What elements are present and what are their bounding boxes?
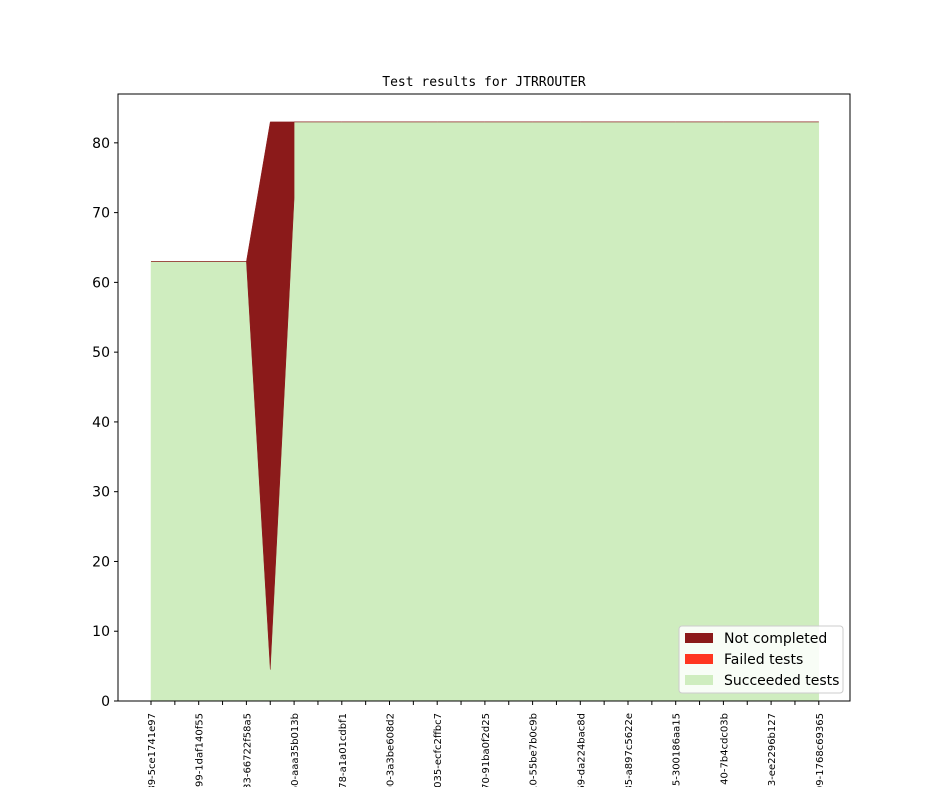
legend-label: Failed tests xyxy=(724,652,803,668)
legend-swatch xyxy=(685,654,713,664)
x-tick-label: 40-7b4cdc03b xyxy=(719,713,730,785)
x-tick-label: 399-1daf140f55 xyxy=(195,713,206,787)
y-tick-label: 10 xyxy=(92,624,110,640)
y-tick-label: 40 xyxy=(92,415,110,431)
x-tick-label: 15-300186aa15 xyxy=(672,713,683,787)
y-tick-label: 30 xyxy=(92,485,110,501)
y-tick-label: 70 xyxy=(92,206,110,222)
area-succeeded-tests xyxy=(150,121,820,702)
legend-swatch xyxy=(685,675,713,685)
x-tick-label: 60-aaa35b013b xyxy=(290,713,301,787)
x-tick-label: 035-ecfc2ffbc7 xyxy=(433,713,444,787)
y-tick-label: 20 xyxy=(92,554,110,570)
x-tick-label: 89-5ce1741e97 xyxy=(147,713,158,787)
y-tick-label: 80 xyxy=(92,136,110,152)
x-tick-label: 33-66722f58a5 xyxy=(242,713,253,787)
plot-frame xyxy=(117,93,851,702)
legend-swatch xyxy=(685,633,713,643)
chart-title: Test results for JTRROUTER xyxy=(382,75,586,90)
y-axis: 0 10 20 30 40 50 60 70 80 xyxy=(92,136,118,710)
y-tick-label: 50 xyxy=(92,345,110,361)
y-tick-label: 0 xyxy=(101,694,110,710)
x-tick-label: 09-1768c69365 xyxy=(815,713,826,787)
legend: Not completed Failed tests Succeeded tests xyxy=(678,625,844,694)
x-tick-label: 70-91ba0f2d25 xyxy=(481,713,492,787)
x-tick-label: 00-3a3be608d2 xyxy=(386,713,397,787)
legend-label: Not completed xyxy=(724,631,827,647)
legend-label: Succeeded tests xyxy=(724,673,839,689)
y-tick-label: 60 xyxy=(92,275,110,291)
x-tick-label: 69-da224bac8d xyxy=(576,713,587,787)
x-tick-label: 85-a897c5622e xyxy=(624,713,635,787)
area-layers xyxy=(150,121,820,702)
x-tick-label: 078-a1a01cdbf1 xyxy=(338,713,349,787)
x-tick-label: 53-ee2296b127 xyxy=(767,713,778,787)
legend-box xyxy=(678,625,844,694)
area-not-completed xyxy=(151,121,819,670)
x-tick-label: 10-55be7b0c9b xyxy=(529,713,540,787)
x-axis: 89-5ce1741e97 399-1daf140f55 33-66722f58a5… xyxy=(147,701,826,787)
